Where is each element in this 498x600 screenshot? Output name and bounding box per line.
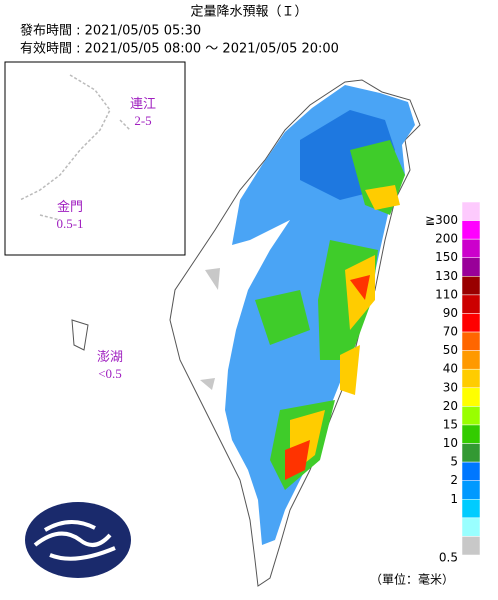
- taiwan-map: [71, 79, 421, 587]
- legend-label: 1: [450, 492, 458, 506]
- issued-time: 發布時間 : 2021/05/05 05:30: [20, 24, 201, 39]
- logo-swirl: [33, 520, 116, 561]
- legend-swatch: [461, 294, 481, 314]
- legend-label: 10: [443, 436, 458, 450]
- island-value: <0.5: [98, 366, 122, 381]
- legend-swatch: [461, 368, 481, 389]
- legend-label: 5: [450, 455, 458, 469]
- legend-label: 30: [443, 380, 458, 394]
- legend-label: ≧300: [425, 213, 458, 227]
- title: 定量降水預報（Ｉ）: [190, 5, 307, 20]
- legend-swatch: [461, 536, 481, 556]
- island-name: 澎湖: [97, 349, 123, 364]
- legend-label: 150: [435, 250, 458, 264]
- legend-swatch: [461, 220, 481, 240]
- legend-swatch: [461, 517, 481, 537]
- legend-label: 200: [435, 232, 458, 246]
- legend-swatch: [461, 499, 481, 519]
- legend-label: 50: [443, 343, 458, 357]
- legend-swatch: [461, 461, 481, 481]
- legend-label: 2: [450, 473, 458, 487]
- legend-swatch: [461, 480, 481, 500]
- inset-box: [4, 61, 186, 256]
- legend-swatch: [461, 238, 481, 258]
- valid-time: 有效時間 : 2021/05/05 08:00 ～ 2021/05/05 20:…: [20, 42, 339, 57]
- island-value: 2-5: [134, 113, 151, 128]
- legend-swatch: [461, 387, 481, 407]
- rain-area: [285, 275, 370, 480]
- rain-area: [255, 140, 405, 490]
- rain-area: [290, 185, 400, 475]
- legend-label: 90: [443, 306, 458, 320]
- legend-swatch: [461, 313, 481, 333]
- legend-swatch: [461, 257, 481, 277]
- legend-label: 15: [443, 417, 458, 431]
- island-name: 金門: [57, 199, 83, 214]
- coastline-inset: [19, 74, 131, 221]
- legend-label: 40: [443, 362, 458, 376]
- penghu-outline: [71, 319, 89, 351]
- legend-label: 20: [443, 399, 458, 413]
- legend-swatch: [461, 201, 481, 221]
- legend-swatch: [461, 331, 481, 351]
- logo: [25, 502, 131, 578]
- island-value: 0.5-1: [56, 216, 83, 231]
- rain-area: [200, 268, 220, 390]
- legend-label: 0.5: [439, 551, 458, 565]
- legend-label: 70: [443, 325, 458, 339]
- legend-swatch: [461, 443, 481, 463]
- unit-label: （單位：毫米）: [370, 572, 454, 587]
- legend-swatch: [461, 350, 481, 370]
- legend-swatch: [461, 424, 481, 444]
- island-name: 連江: [130, 96, 156, 111]
- legend-label: 110: [435, 287, 458, 301]
- legend-swatch: [461, 276, 481, 296]
- legend-label: 130: [435, 269, 458, 283]
- legend-swatch: [461, 406, 481, 426]
